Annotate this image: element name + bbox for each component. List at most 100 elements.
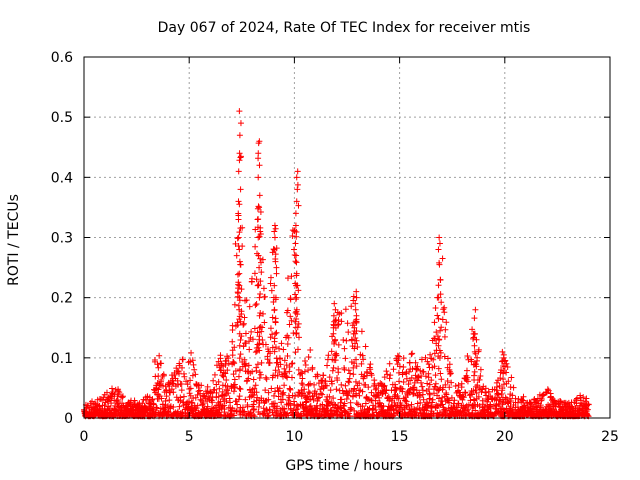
data-point bbox=[250, 391, 257, 398]
data-point bbox=[433, 329, 440, 336]
data-point bbox=[353, 337, 360, 344]
data-point bbox=[255, 234, 262, 241]
data-point bbox=[325, 352, 332, 359]
data-point bbox=[187, 358, 194, 365]
data-points bbox=[81, 108, 592, 420]
data-point bbox=[252, 302, 259, 309]
data-point bbox=[399, 371, 406, 378]
data-point bbox=[216, 385, 223, 392]
data-point bbox=[465, 401, 472, 408]
data-point bbox=[519, 397, 526, 404]
data-point bbox=[471, 348, 478, 355]
data-point bbox=[254, 216, 261, 223]
data-point bbox=[386, 375, 393, 382]
data-point bbox=[293, 282, 300, 289]
data-point bbox=[350, 293, 357, 300]
x-tick-label: 15 bbox=[391, 429, 409, 445]
data-point bbox=[173, 365, 180, 372]
data-point bbox=[281, 406, 288, 413]
data-point bbox=[254, 282, 261, 289]
data-point bbox=[426, 395, 433, 402]
data-point bbox=[270, 392, 277, 399]
data-point bbox=[477, 366, 484, 373]
data-point bbox=[403, 375, 410, 382]
data-point bbox=[442, 326, 449, 333]
data-point bbox=[460, 394, 467, 401]
data-point bbox=[292, 296, 299, 303]
data-point bbox=[508, 398, 515, 405]
data-point bbox=[229, 322, 236, 329]
data-point bbox=[198, 382, 205, 389]
data-point bbox=[434, 333, 441, 340]
data-point bbox=[307, 380, 314, 387]
data-point bbox=[252, 382, 259, 389]
data-point bbox=[539, 392, 546, 399]
data-point bbox=[236, 294, 243, 301]
data-point bbox=[379, 390, 386, 397]
data-point bbox=[265, 389, 272, 396]
data-point bbox=[437, 291, 444, 298]
data-point bbox=[370, 402, 377, 409]
data-point bbox=[235, 168, 242, 175]
data-point bbox=[236, 355, 243, 362]
data-point bbox=[232, 368, 239, 375]
data-point bbox=[390, 406, 397, 413]
data-point bbox=[352, 300, 359, 307]
data-point bbox=[235, 285, 242, 292]
data-point bbox=[237, 225, 244, 232]
data-point bbox=[504, 363, 511, 370]
data-point bbox=[311, 381, 318, 388]
data-point bbox=[255, 203, 262, 210]
data-point bbox=[215, 393, 222, 400]
data-point bbox=[438, 376, 445, 383]
data-point bbox=[294, 186, 301, 193]
data-point bbox=[240, 321, 247, 328]
data-point bbox=[544, 386, 551, 393]
data-point bbox=[170, 389, 177, 396]
data-point bbox=[376, 399, 383, 406]
data-point bbox=[362, 343, 369, 350]
data-point bbox=[394, 352, 401, 359]
data-point bbox=[444, 378, 451, 385]
data-point bbox=[272, 344, 279, 351]
data-point bbox=[352, 330, 359, 337]
data-point bbox=[332, 401, 339, 408]
data-point bbox=[451, 397, 458, 404]
data-point bbox=[236, 282, 243, 289]
data-point bbox=[150, 401, 157, 408]
data-point bbox=[464, 353, 471, 360]
data-point bbox=[446, 384, 453, 391]
data-point bbox=[500, 354, 507, 361]
data-point bbox=[472, 306, 479, 313]
data-point bbox=[299, 375, 306, 382]
data-point bbox=[437, 276, 444, 283]
data-point bbox=[288, 374, 295, 381]
data-point bbox=[468, 356, 475, 363]
data-point bbox=[500, 376, 507, 383]
data-point bbox=[400, 379, 407, 386]
y-tick-label: 0.5 bbox=[51, 110, 73, 126]
data-point bbox=[351, 386, 358, 393]
data-point bbox=[168, 386, 175, 393]
data-point bbox=[236, 316, 243, 323]
data-point bbox=[256, 233, 263, 240]
data-point bbox=[435, 246, 442, 253]
data-point bbox=[390, 366, 397, 373]
data-point bbox=[238, 310, 245, 317]
data-point bbox=[537, 402, 544, 409]
data-point bbox=[439, 255, 446, 262]
data-point bbox=[235, 234, 242, 241]
data-point bbox=[200, 399, 207, 406]
data-point bbox=[268, 385, 275, 392]
data-point bbox=[292, 309, 299, 316]
data-point bbox=[331, 300, 338, 307]
data-point bbox=[435, 294, 442, 301]
data-point bbox=[176, 403, 183, 410]
data-point bbox=[330, 312, 337, 319]
data-point bbox=[223, 376, 230, 383]
data-point bbox=[303, 405, 310, 412]
data-point bbox=[452, 382, 459, 389]
data-point bbox=[217, 352, 224, 359]
data-point bbox=[303, 412, 310, 419]
data-point bbox=[339, 387, 346, 394]
